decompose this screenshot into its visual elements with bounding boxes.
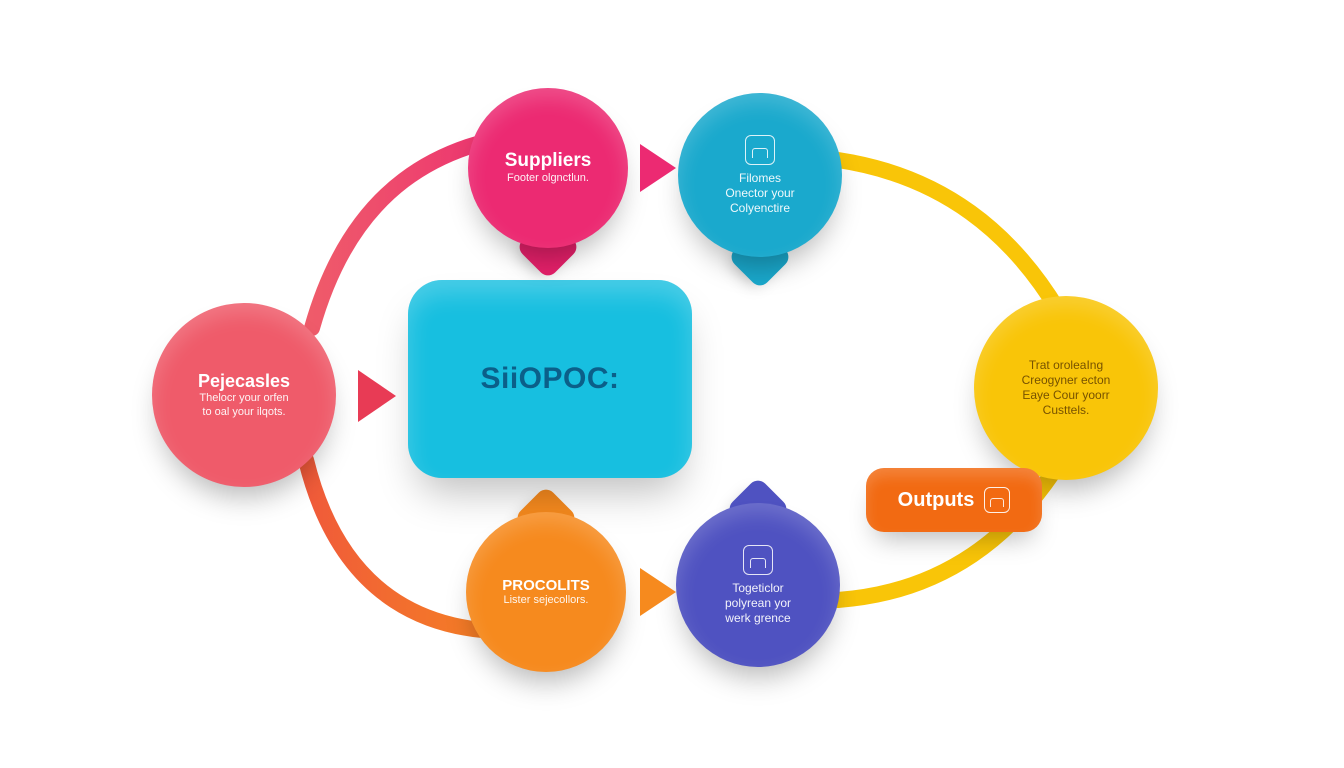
node-left-sub: Thelocr your orfen to oal your ilqots. <box>189 392 298 420</box>
outputs-label: Outputs <box>898 489 975 512</box>
arrow-left <box>358 370 396 422</box>
node-suppliers-title: Suppliers <box>505 150 592 172</box>
arrow-procolits <box>640 568 676 616</box>
node-procolits-title: PROCOLITS <box>502 577 590 594</box>
node-indigo: Togeticlor polyrean yor werk grence <box>676 503 840 667</box>
node-teal-sub: Filomes Onector your Colyenctire <box>715 171 804 216</box>
node-procolits: PROCOLITS Lister sejecollors. <box>466 512 626 672</box>
node-procolits-sub: Lister sejecollors. <box>494 594 599 608</box>
node-right-sub: Trat oroleaIng Creogyner ecton Eaye Cour… <box>1012 358 1121 418</box>
node-left: Pejecasles Thelocr your orfen to oal you… <box>152 303 336 487</box>
center-label: SiiOPOC: <box>480 362 619 396</box>
diagram-stage: SiiOPOC: Pejecasles Thelocr your orfen t… <box>0 0 1344 768</box>
outputs-pill: Outputs <box>866 468 1042 532</box>
node-right: Trat oroleaIng Creogyner ecton Eaye Cour… <box>974 296 1158 480</box>
connector-right-top <box>838 160 1058 310</box>
chart-icon <box>743 545 773 575</box>
node-indigo-sub: Togeticlor polyrean yor werk grence <box>715 581 801 626</box>
node-left-title: Pejecasles <box>198 371 290 392</box>
arrow-suppliers <box>640 144 676 192</box>
speech-icon <box>984 487 1010 513</box>
node-suppliers-sub: Footer olgnctlun. <box>497 172 599 186</box>
center-card: SiiOPOC: <box>408 280 692 478</box>
house-icon <box>745 135 775 165</box>
node-teal: Filomes Onector your Colyenctire <box>678 93 842 257</box>
node-suppliers: Suppliers Footer olgnctlun. <box>468 88 628 248</box>
